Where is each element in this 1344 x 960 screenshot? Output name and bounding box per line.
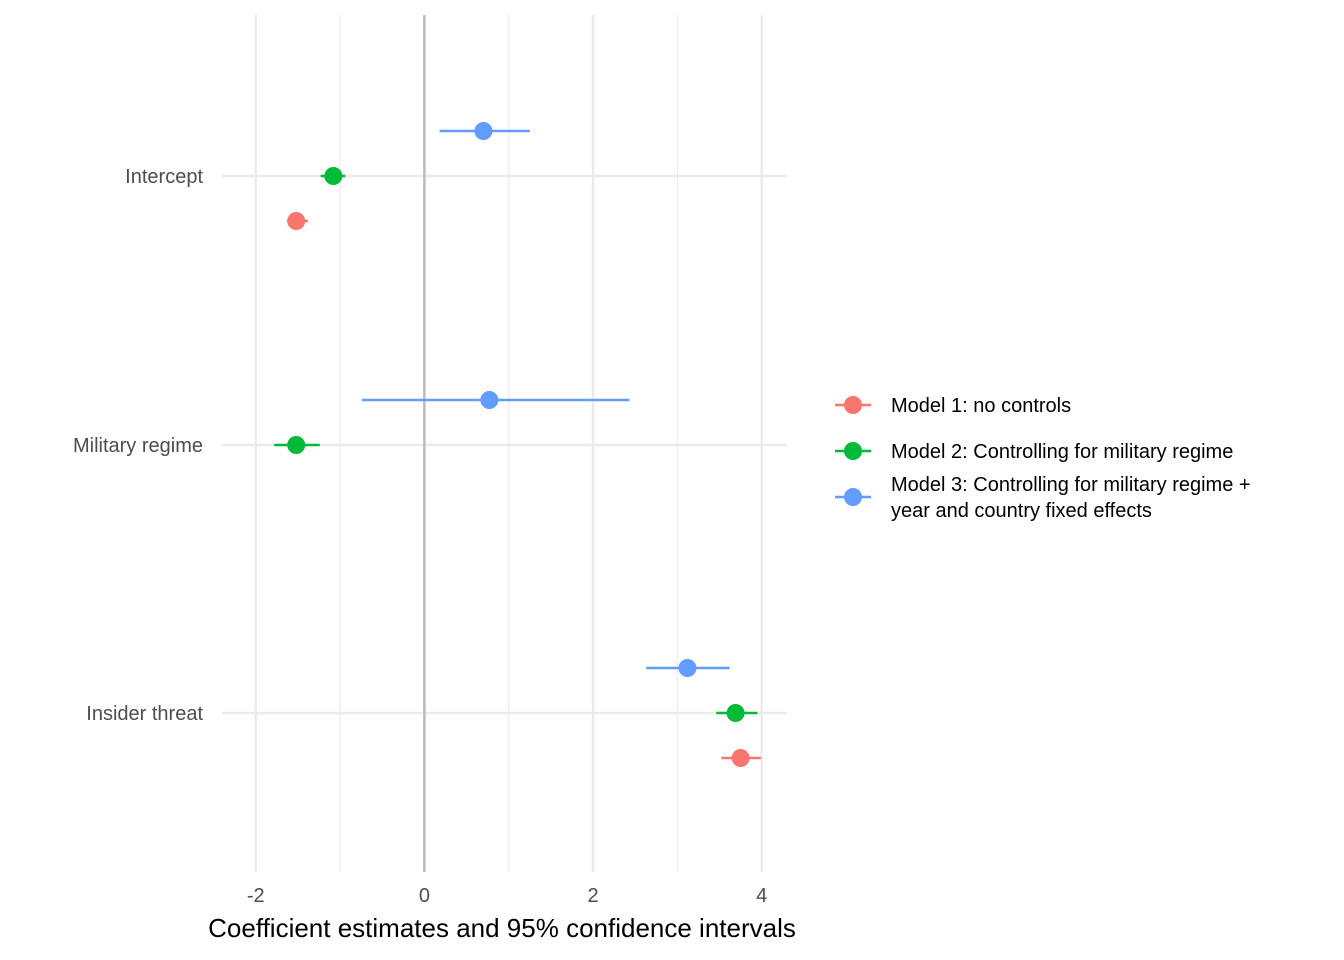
estimate-point — [287, 436, 306, 454]
y-tick-label: Insider threat — [86, 703, 203, 725]
legend-label: Model 1: no controls — [891, 395, 1071, 417]
legend-key-point — [844, 442, 862, 460]
x-tick-label: 2 — [587, 885, 598, 907]
legend: Model 1: no controls Model 2: Controlling… — [835, 395, 1251, 522]
legend-label: Model 3: Controlling for military regime… — [891, 474, 1251, 522]
x-tick-label: 0 — [419, 885, 430, 907]
estimate-point — [480, 391, 499, 409]
data-marks — [274, 122, 761, 767]
estimate-point — [324, 167, 343, 185]
estimate-point — [678, 659, 697, 677]
legend-label-line: Model 1: no controls — [891, 395, 1071, 417]
legend-label-line: Model 2: Controlling for military regime — [891, 441, 1233, 463]
legend-label-line: year and country fixed effects — [891, 500, 1152, 522]
legend-key-point — [844, 488, 862, 506]
legend-label-line: Model 3: Controlling for military regime… — [891, 474, 1251, 496]
x-axis-title: Coefficient estimates and 95% confidence… — [208, 913, 796, 943]
estimate-point — [731, 749, 750, 767]
estimate-point — [474, 122, 493, 140]
estimate-point — [287, 212, 306, 230]
y-tick-label: Intercept — [125, 166, 203, 188]
grid-layer — [222, 15, 787, 872]
estimate-point — [726, 704, 745, 722]
legend-label: Model 2: Controlling for military regime — [891, 441, 1233, 463]
y-tick-label: Military regime — [73, 435, 203, 457]
x-tick-label: 4 — [756, 885, 767, 907]
tick-labels: -2 0 2 4 Intercept Military regime Insider thr… — [73, 166, 767, 907]
legend-key-point — [844, 396, 862, 414]
x-tick-label: -2 — [247, 885, 265, 907]
